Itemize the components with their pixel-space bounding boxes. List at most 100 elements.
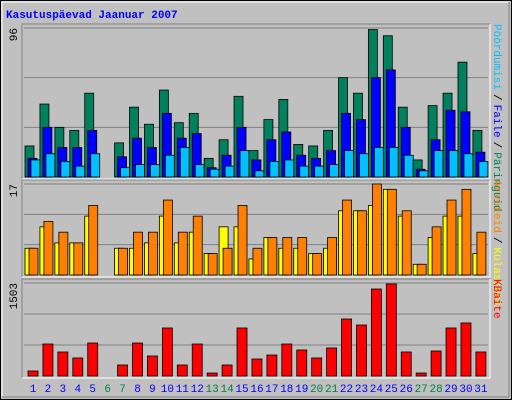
bar (430, 350, 442, 377)
bar (341, 318, 352, 377)
bar (476, 231, 487, 276)
panel-bevel (22, 279, 491, 379)
bar (326, 347, 338, 377)
x-tick-label: 12 (191, 384, 204, 396)
x-tick-label: 23 (355, 384, 368, 396)
bar (72, 357, 84, 377)
bar (87, 342, 99, 377)
bar (266, 354, 278, 377)
y-tick-label: 1503 (9, 283, 21, 309)
bar (401, 210, 412, 276)
panel-bevel (22, 180, 491, 278)
legend: KBaite (490, 279, 502, 319)
legend-entry: Faile (490, 105, 502, 138)
bar (191, 343, 203, 377)
bar (27, 370, 39, 377)
bar (120, 167, 130, 178)
x-tick-label: 28 (430, 384, 443, 396)
bar (415, 372, 427, 377)
x-tick-label: 17 (265, 384, 278, 396)
bar (251, 358, 263, 377)
x-tick-label: 6 (104, 384, 111, 396)
bar (209, 168, 220, 178)
bar (150, 164, 160, 178)
x-tick-label: 18 (280, 384, 293, 396)
bar (357, 210, 367, 276)
bar (371, 183, 382, 276)
bar (418, 170, 429, 178)
bar (344, 150, 354, 178)
x-tick-label: 7 (119, 384, 126, 396)
legend-entry: Arvuteid (490, 180, 502, 233)
bar (206, 372, 218, 377)
x-tick-label: 13 (206, 384, 219, 396)
x-tick-label: 24 (370, 384, 384, 396)
x-tick-label: 15 (235, 384, 248, 396)
bar (133, 231, 143, 276)
legend-entry: KBaite (490, 279, 502, 319)
bar (329, 164, 340, 178)
bar (73, 242, 84, 276)
bar (386, 188, 397, 276)
x-tick-label: 9 (149, 384, 156, 396)
bar (239, 150, 250, 178)
x-tick-label: 11 (176, 384, 190, 396)
x-tick-label: 30 (459, 384, 472, 396)
bar (431, 226, 442, 276)
bar (314, 165, 325, 178)
bar (135, 164, 145, 178)
legend-separator: / (490, 94, 502, 101)
x-tick-label: 27 (415, 384, 428, 396)
bar (267, 237, 278, 276)
x-tick-label: 19 (295, 384, 308, 396)
bar (281, 343, 293, 377)
x-tick-label: 5 (89, 384, 96, 396)
bar (252, 247, 263, 276)
bar (60, 161, 71, 178)
bar (192, 215, 203, 276)
bar (179, 147, 190, 178)
x-tick-label: 3 (60, 384, 67, 396)
bar (88, 205, 99, 276)
bar (147, 355, 158, 377)
bar (416, 263, 427, 276)
bar (118, 247, 128, 276)
legend-entry: Külastusi (490, 247, 502, 307)
bar (194, 164, 205, 178)
bar (176, 364, 188, 377)
bar (359, 153, 369, 178)
bar (236, 327, 248, 377)
bar (400, 351, 412, 377)
bar (433, 150, 444, 178)
bar (177, 231, 188, 276)
bar (282, 237, 293, 276)
bar (132, 342, 143, 377)
bar (43, 221, 54, 276)
bar (57, 351, 69, 377)
legend-separator: / (490, 237, 502, 244)
x-tick-label: 1 (30, 384, 37, 396)
bar (284, 159, 295, 178)
bar (296, 349, 308, 377)
legend-separator: / (490, 142, 502, 149)
bar (478, 161, 489, 178)
bar (312, 253, 323, 276)
bar (269, 161, 280, 178)
x-tick-label: 4 (74, 384, 81, 396)
bar (207, 253, 218, 276)
chart-title: Kasutuspäevad Jaanuar 2007 (6, 10, 178, 22)
bar (385, 283, 397, 377)
bar (162, 199, 173, 276)
bar (224, 165, 235, 178)
x-tick-label: 29 (444, 384, 457, 396)
panel-bevel (21, 278, 490, 378)
bar (30, 159, 41, 178)
bar (254, 170, 265, 178)
bar (356, 324, 367, 377)
x-tick-label: 16 (250, 384, 263, 396)
x-tick-label: 10 (161, 384, 174, 396)
bar (222, 247, 233, 276)
x-tick-label: 21 (325, 384, 339, 396)
x-tick-label: 2 (45, 384, 52, 396)
